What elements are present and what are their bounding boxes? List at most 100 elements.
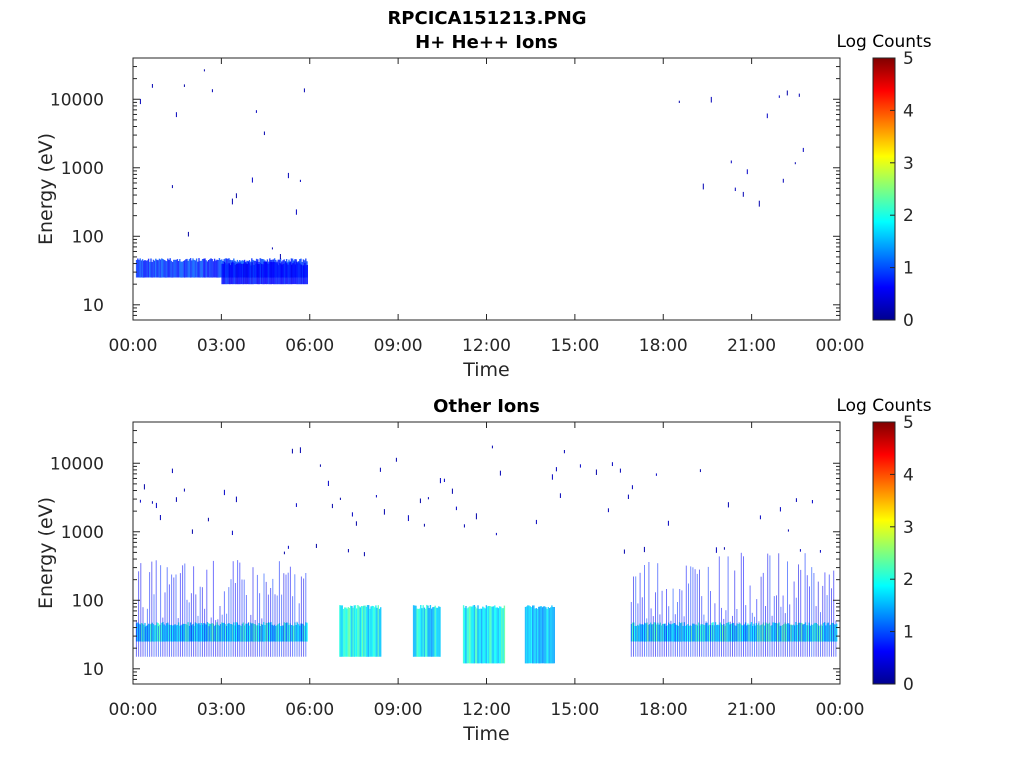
count-streak <box>295 503 297 507</box>
count-streak <box>423 523 425 527</box>
count-streak <box>363 552 365 557</box>
count-streak <box>678 100 680 103</box>
count-streak <box>488 606 490 664</box>
count-streak <box>195 594 197 657</box>
x-tick-label: 00:00 <box>109 336 158 356</box>
count-streak <box>439 478 441 484</box>
count-streak <box>292 263 294 285</box>
count-streak <box>339 605 341 657</box>
count-streak <box>546 608 548 664</box>
count-streak <box>306 265 308 285</box>
count-streak <box>559 493 561 498</box>
count-streak <box>717 624 719 642</box>
count-streak <box>379 467 381 472</box>
count-streak <box>807 625 809 642</box>
count-streak <box>769 555 771 657</box>
count-streak <box>203 258 205 278</box>
count-streak <box>137 258 139 278</box>
count-streak <box>228 587 230 657</box>
count-streak <box>188 259 191 278</box>
count-streak <box>156 622 158 642</box>
y-tick-label: 10 <box>82 660 104 680</box>
count-streak <box>783 624 785 642</box>
count-streak <box>640 624 642 642</box>
count-streak <box>799 549 801 552</box>
count-streak <box>480 608 483 664</box>
count-streak <box>666 625 669 642</box>
count-streak <box>292 596 294 657</box>
count-streak <box>377 605 379 657</box>
x-tick-label: 12:00 <box>462 700 511 720</box>
count-streak <box>171 185 173 189</box>
count-streak <box>703 614 705 657</box>
count-streak <box>233 262 235 285</box>
count-streak <box>197 261 199 278</box>
count-streak <box>814 622 816 642</box>
count-streak <box>699 569 700 657</box>
count-streak <box>730 160 732 164</box>
count-streak <box>218 625 221 642</box>
count-streak <box>213 258 216 278</box>
count-streak <box>710 591 711 657</box>
count-streak <box>153 625 156 642</box>
count-streak <box>167 622 169 642</box>
count-streak <box>661 590 663 657</box>
count-streak <box>715 547 717 553</box>
count-streak <box>294 574 296 657</box>
count-streak <box>496 607 498 664</box>
count-streak <box>713 625 715 642</box>
count-streak <box>187 260 189 278</box>
count-streak <box>423 607 426 657</box>
y-tick-label: 100 <box>72 591 104 611</box>
count-streak <box>140 623 143 642</box>
count-streak <box>363 605 365 657</box>
count-streak <box>203 623 205 642</box>
count-streak <box>718 556 720 657</box>
colorbar-label: Log Counts <box>836 396 931 416</box>
count-streak <box>695 624 697 642</box>
colorbar-tick-label: 3 <box>903 518 914 538</box>
count-streak <box>439 606 441 657</box>
x-axis-label: Time <box>462 359 510 381</box>
colorbar-tick-label: 3 <box>903 154 914 174</box>
count-streak <box>765 606 766 657</box>
count-streak <box>255 625 258 642</box>
count-streak <box>298 603 300 657</box>
count-streak <box>682 625 684 642</box>
count-streak <box>420 605 422 657</box>
count-streak <box>221 614 223 657</box>
count-streak <box>223 489 225 496</box>
count-streak <box>533 605 535 664</box>
count-streak <box>319 464 321 467</box>
count-streak <box>647 624 649 642</box>
count-streak <box>648 624 651 642</box>
count-streak <box>211 623 213 642</box>
figure-title: RPCICA151213.PNG <box>387 8 586 29</box>
count-streak <box>144 260 146 278</box>
count-streak <box>245 263 247 285</box>
count-streak <box>157 260 159 278</box>
count-streak <box>177 261 180 278</box>
count-streak <box>729 621 731 657</box>
count-streak <box>694 569 696 657</box>
count-streak <box>828 574 830 657</box>
count-streak <box>152 624 155 642</box>
count-streak <box>234 264 236 285</box>
count-streak <box>174 259 176 278</box>
count-streak <box>186 258 188 278</box>
count-streak <box>271 624 273 642</box>
count-streak <box>414 605 416 657</box>
count-streak <box>150 258 152 278</box>
count-streak <box>209 259 211 278</box>
count-streak <box>191 260 193 278</box>
panel-title: Other Ions <box>433 396 540 417</box>
count-streak <box>712 625 714 657</box>
count-streak <box>295 209 297 215</box>
count-streak <box>820 624 822 642</box>
count-streak <box>738 622 740 657</box>
count-streak <box>767 553 769 657</box>
count-streak <box>166 567 168 657</box>
count-streak <box>263 573 265 657</box>
count-streak <box>433 606 435 657</box>
count-streak <box>285 262 287 285</box>
